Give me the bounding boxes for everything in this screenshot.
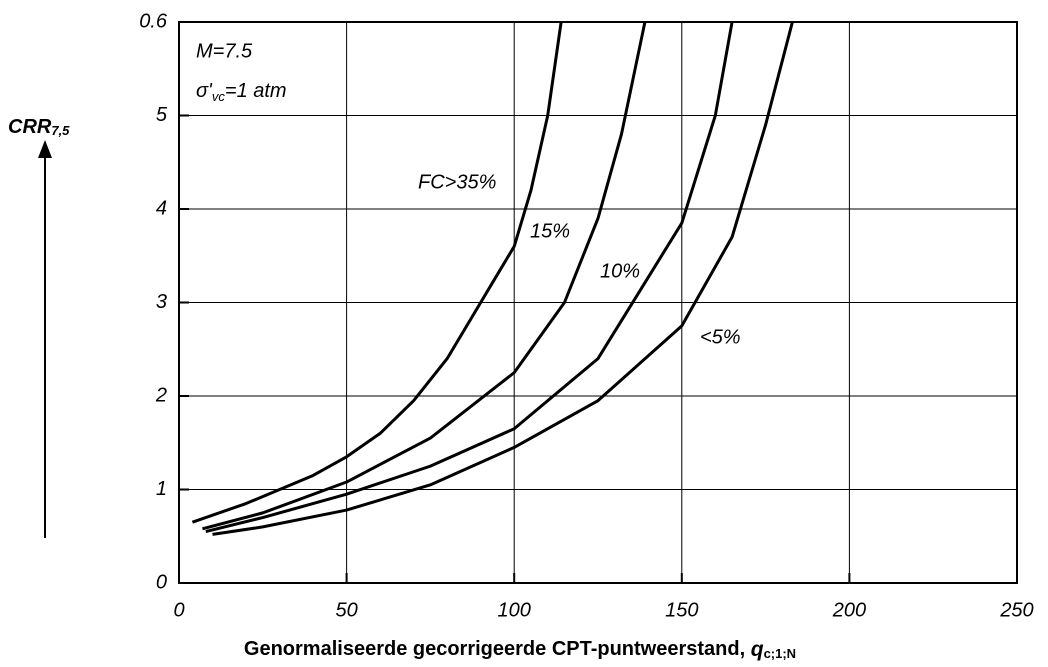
x-tick-label: 100 <box>498 599 531 621</box>
x-label-text: Genormaliseerde gecorrigeerde CPT-puntwe… <box>244 638 751 660</box>
y-label-subscript: 7,5 <box>51 123 70 138</box>
curve <box>191 21 563 524</box>
x-label-symbol: q <box>751 638 764 661</box>
y-tick-label: 0.6 <box>139 10 168 32</box>
curve-label: FC>35% <box>418 171 496 193</box>
x-tick-label: 200 <box>832 599 866 621</box>
y-tick-label: 1 <box>156 478 167 500</box>
annotation-suffix: =1 atm <box>225 80 287 102</box>
curve-label: 10% <box>600 260 640 282</box>
y-axis-label: CRR7,5 <box>8 116 70 138</box>
x-tick-label: 250 <box>999 599 1033 621</box>
annotation-text: σ' <box>196 80 213 102</box>
y-tick-label: 3 <box>156 291 167 313</box>
curve-label: <5% <box>700 326 741 348</box>
x-label-subscript: c;1;N <box>764 646 797 661</box>
curve <box>205 21 734 534</box>
curve-label: 15% <box>530 220 570 242</box>
annotation-subscript: vc <box>212 89 226 104</box>
curve <box>202 21 647 531</box>
y-tick-label: 0 <box>156 571 167 593</box>
x-axis-label: Genormaliseerde gecorrigeerde CPT-puntwe… <box>244 638 796 662</box>
x-tick-label: 50 <box>335 599 357 621</box>
annotation: σ'vc=1 atm <box>196 80 287 104</box>
plot: 0 50 100 150 200 250 0 1 2 3 4 5 0.6 <box>139 10 1034 621</box>
annotation: M=7.5 <box>196 40 253 62</box>
plot-frame <box>178 21 1018 584</box>
x-tick-label: 150 <box>665 599 698 621</box>
y-arrow-head <box>38 140 52 158</box>
y-tick-label: 2 <box>155 384 167 406</box>
y-tick-label: 4 <box>156 197 167 219</box>
y-label-text: CRR <box>8 116 52 138</box>
curve <box>212 21 794 536</box>
y-tick-label: 5 <box>156 104 168 126</box>
x-tick-label: 0 <box>173 599 184 621</box>
